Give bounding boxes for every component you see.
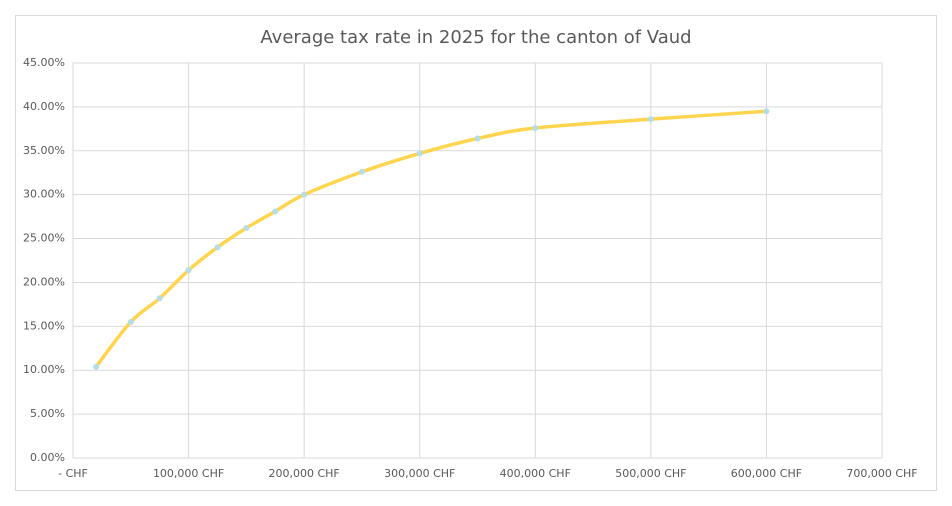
y-tick-label: 5.00% [30,407,65,420]
data-point [532,124,539,131]
y-tick-label: 30.00% [23,188,65,201]
data-point [127,318,134,325]
y-tick-label: 25.00% [23,232,65,245]
data-point [647,116,654,123]
data-point [301,191,308,198]
y-tick-label: 0.00% [30,451,65,464]
x-tick-label: 400,000 CHF [500,467,571,480]
x-tick-label: - CHF [58,467,88,480]
y-tick-label: 15.00% [23,319,65,332]
data-point [474,135,481,142]
grid: 0.00% 5.00% 10.00% 15.00% 20.00% 25.00% 30.00%… [23,56,918,480]
chart-title: Average tax rate in 2025 for the canton … [260,27,691,48]
plot [93,108,770,370]
data-point [185,267,192,274]
x-tick-label: 200,000 CHF [269,467,340,480]
y-tick-label: 10.00% [23,363,65,376]
x-tick-label: 700,000 CHF [846,467,917,480]
y-tick-label: 20.00% [23,275,65,288]
data-point [416,150,423,157]
x-tick-label: 500,000 CHF [615,467,686,480]
x-tick-label: 100,000 CHF [153,467,224,480]
y-tick-label: 45.00% [23,56,65,69]
series-line [94,109,769,369]
data-point [243,225,250,232]
x-tick-label: 300,000 CHF [384,467,455,480]
y-tick-label: 35.00% [23,144,65,157]
data-point [358,168,365,175]
chart-frame [15,15,937,491]
data-point [763,108,770,115]
data-point [93,363,100,370]
x-tick-label: 600,000 CHF [731,467,802,480]
y-tick-label: 40.00% [23,100,65,113]
data-point [272,208,279,215]
data-point [214,244,221,251]
data-point [156,295,163,302]
